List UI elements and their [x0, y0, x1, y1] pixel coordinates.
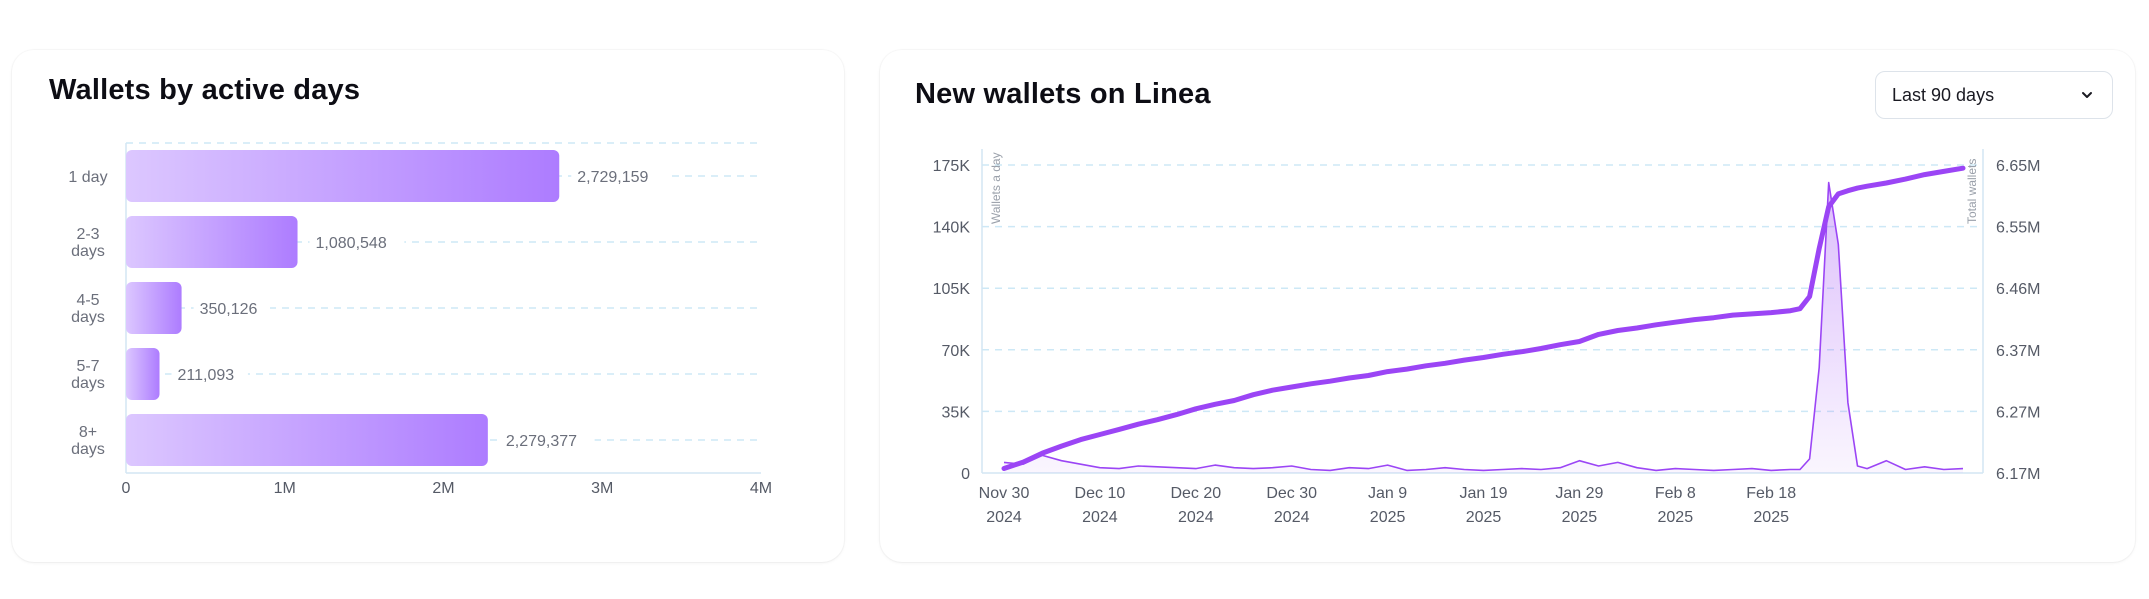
chart-title: New wallets on Linea	[915, 78, 1211, 110]
time-range-selected: Last 90 days	[1892, 84, 1995, 105]
new-wallets-card: New wallets on Linea Last 90 days	[880, 50, 2135, 562]
chart-title: Wallets by active days	[49, 74, 361, 106]
wallets-by-active-days-card: Wallets by active days	[12, 50, 844, 562]
time-range-dropdown[interactable]: Last 90 days	[1875, 71, 2113, 119]
chevron-down-icon	[2082, 92, 2092, 98]
